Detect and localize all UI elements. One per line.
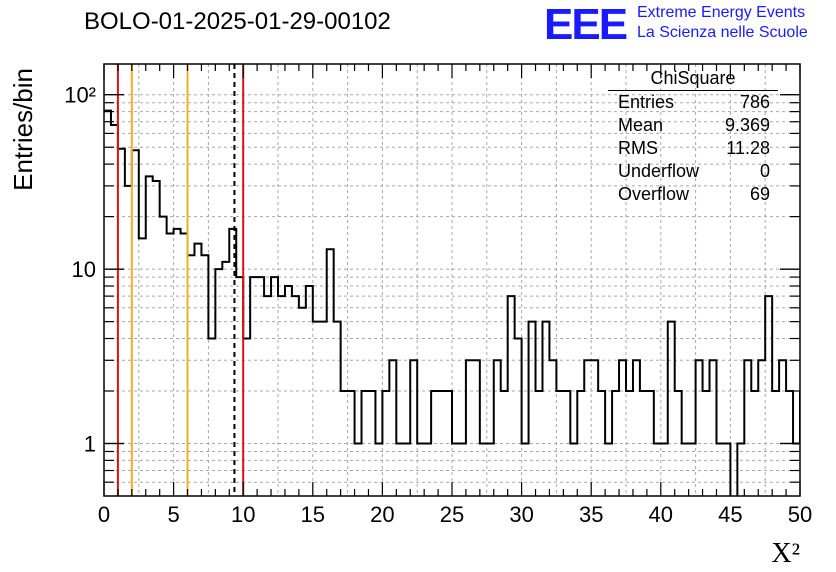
x-tick-label: 30 (509, 502, 533, 527)
stats-row-mean: Mean 9.369 (608, 114, 778, 137)
x-tick-label: 45 (718, 502, 742, 527)
y-tick-label: 1 (84, 432, 96, 457)
stats-label: Overflow (618, 184, 690, 204)
stats-value: 69 (749, 184, 770, 204)
x-tick-label: 15 (301, 502, 325, 527)
stats-box: ChiSquare Entries 786 Mean 9.369 RMS 11.… (608, 66, 778, 206)
x-tick-label: 40 (649, 502, 673, 527)
y-axis-label: Entries/bin (8, 68, 38, 191)
stats-row-overflow: Overflow 69 (608, 183, 778, 206)
stats-row-underflow: Underflow 0 (608, 160, 778, 183)
stats-row-entries: Entries 786 (608, 91, 778, 114)
logo-line-1: Extreme Energy Events (637, 4, 806, 21)
stats-label: Mean (618, 115, 664, 135)
x-axis-label: X² (771, 538, 800, 569)
y-tick-label: 10 (72, 257, 96, 282)
histogram-series (104, 109, 800, 496)
x-tick-label: 0 (98, 502, 110, 527)
stats-label: Entries (618, 92, 675, 112)
x-tick-label: 10 (231, 502, 255, 527)
stats-title: ChiSquare (608, 66, 778, 91)
stats-value: 11.28 (726, 138, 770, 158)
x-tick-label: 5 (167, 502, 179, 527)
chart-title: BOLO-01-2025-01-29-00102 (84, 8, 391, 35)
x-tick-label: 50 (788, 502, 812, 527)
x-tick-label: 20 (370, 502, 394, 527)
eee-logo: EEE (544, 0, 628, 49)
stats-value: 786 (739, 92, 770, 112)
x-tick-label: 35 (579, 502, 603, 527)
stats-row-rms: RMS 11.28 (608, 137, 778, 160)
stats-value: 9.369 (724, 115, 770, 135)
y-tick-label: 10² (64, 83, 96, 108)
stats-value: 0 (759, 161, 770, 181)
x-tick-label: 25 (440, 502, 464, 527)
stats-label: Underflow (618, 161, 700, 181)
stats-label: RMS (618, 138, 658, 158)
logo-line-2: La Scienza nelle Scuole (637, 24, 808, 41)
